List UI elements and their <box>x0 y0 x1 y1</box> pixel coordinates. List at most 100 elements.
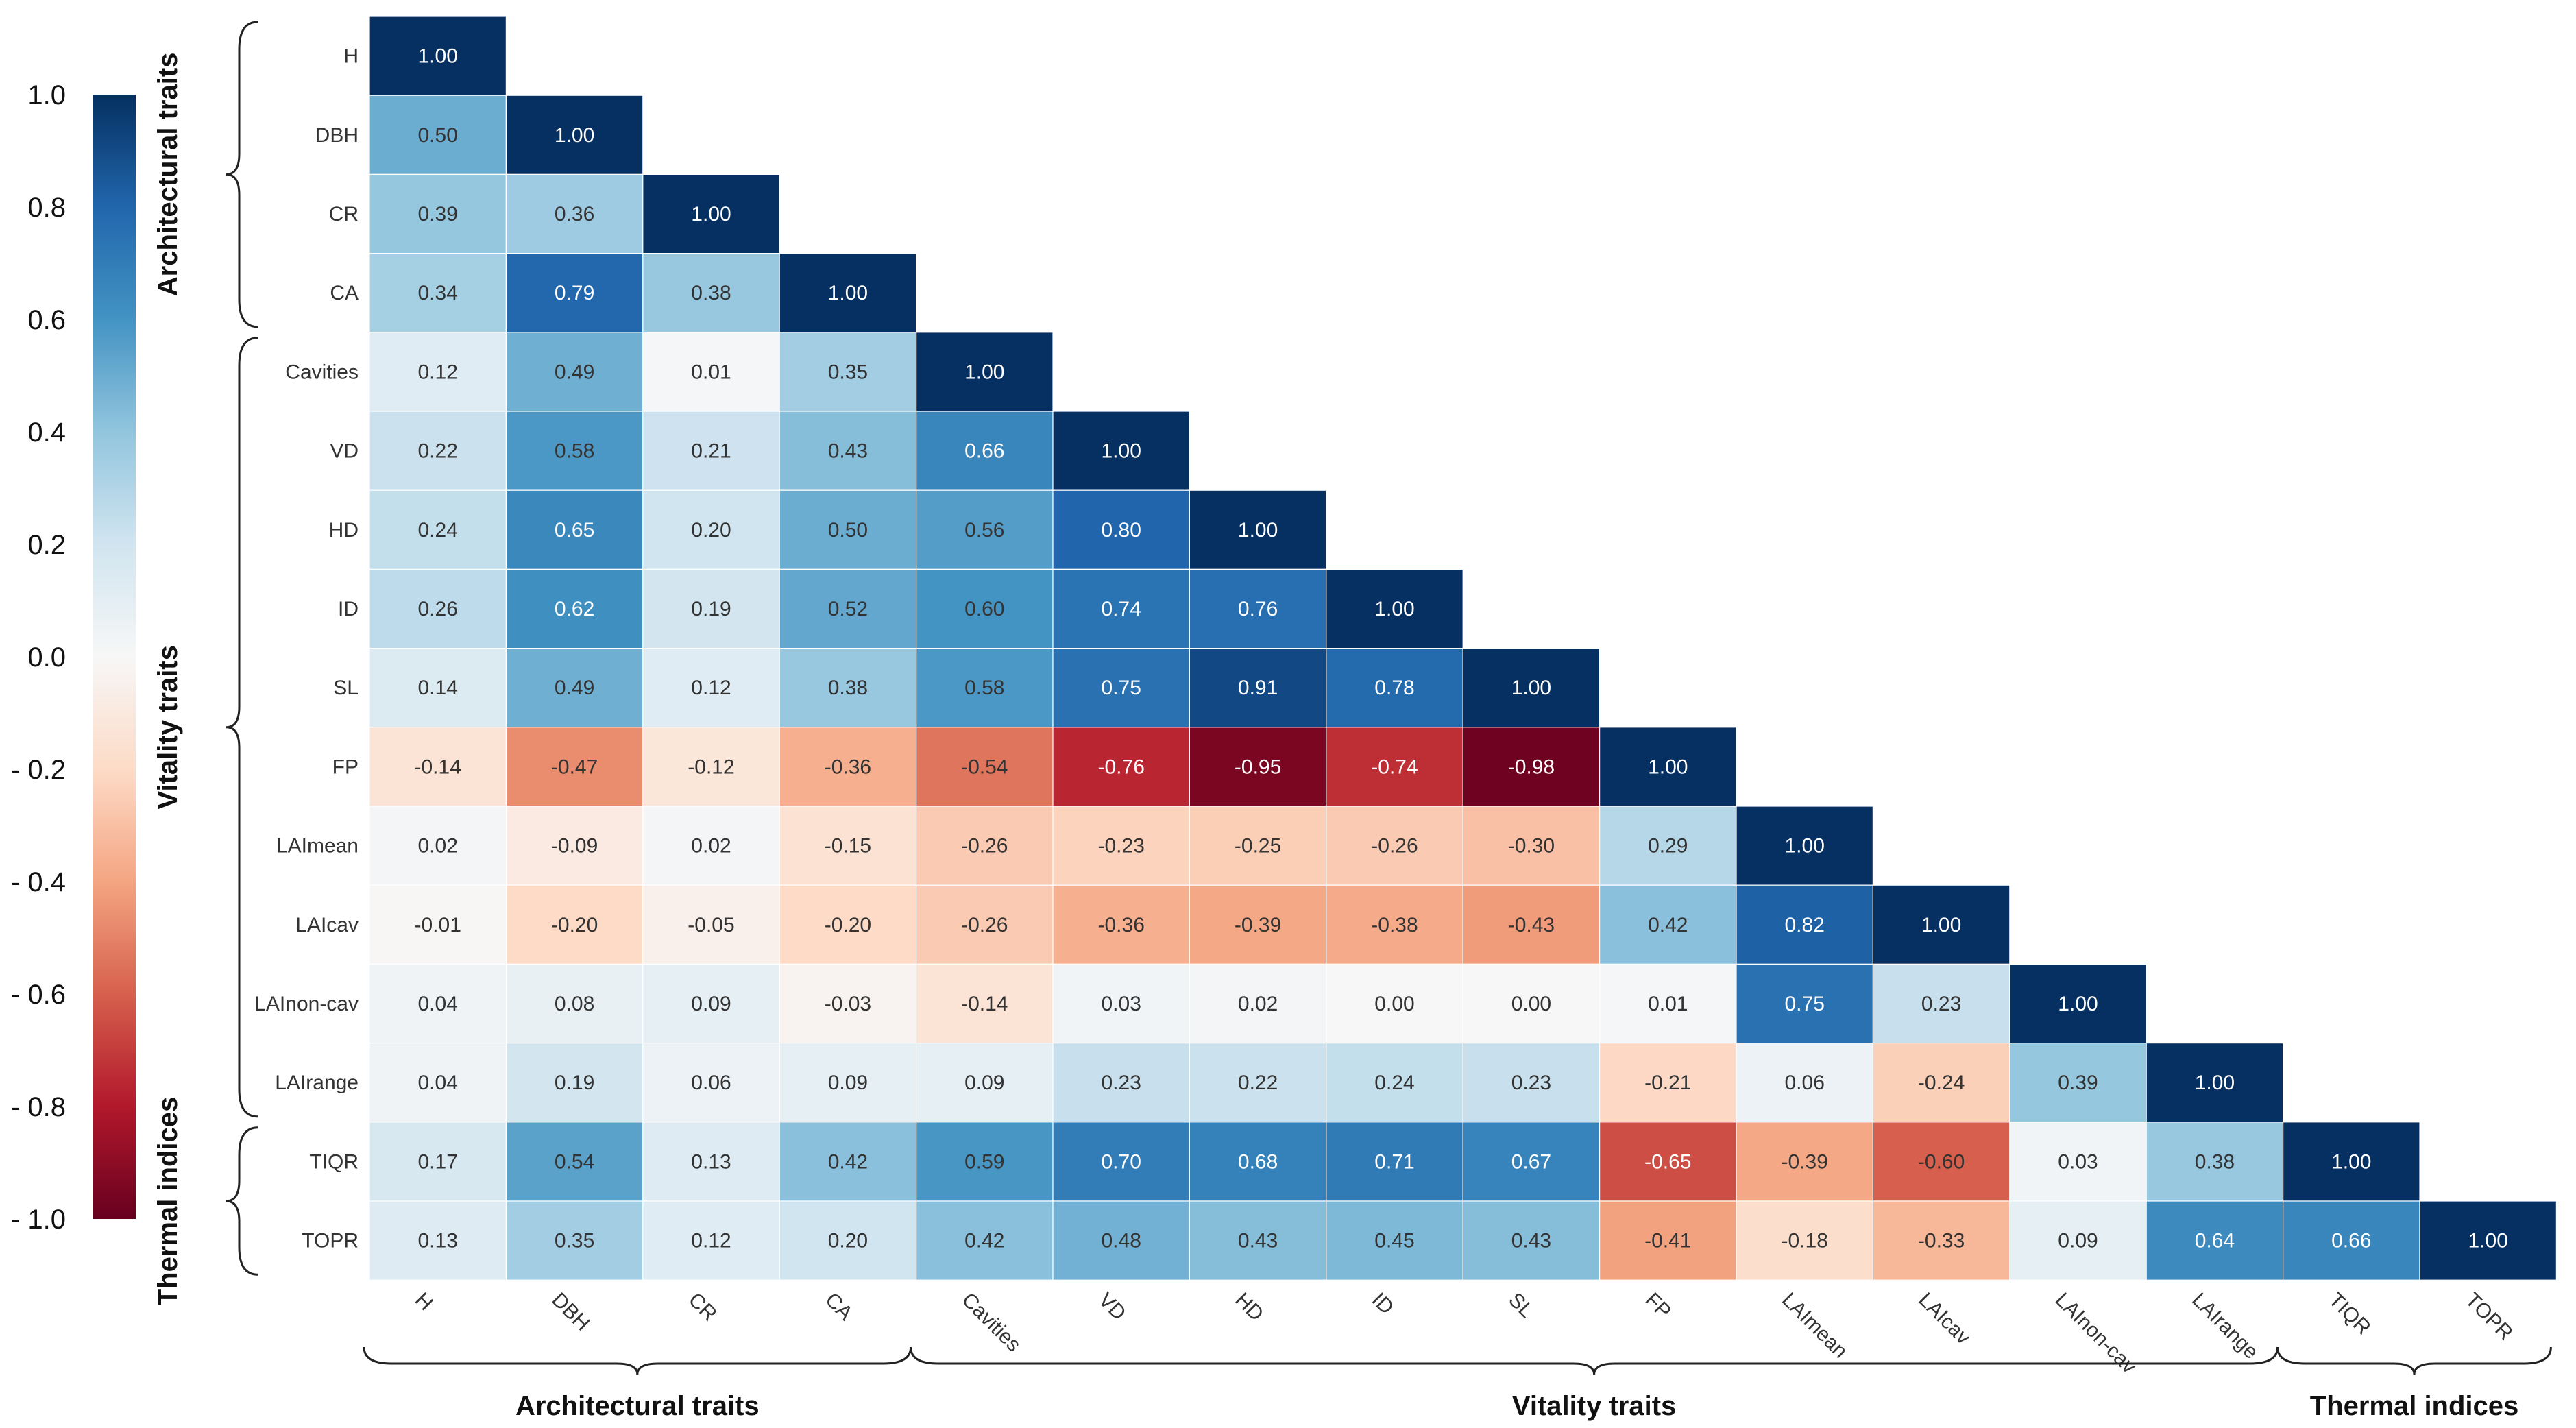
cell-value: -0.26 <box>961 914 1008 936</box>
cell-lainon-cav-ca <box>779 963 917 1044</box>
cell-value: 0.38 <box>828 677 868 699</box>
column-label-cr: CR <box>684 1289 721 1326</box>
cell-value: 1.00 <box>2468 1230 2508 1252</box>
cell-value: -0.26 <box>1371 835 1418 858</box>
cell-value: 0.38 <box>2195 1150 2235 1173</box>
cell-laicav-ca <box>779 884 917 965</box>
cell-hd-vd <box>1052 489 1190 570</box>
cell-value: 0.66 <box>2331 1230 2371 1252</box>
cell-sl-hd <box>1189 647 1327 728</box>
row-label-topr: TOPR <box>302 1230 359 1252</box>
cell-tiqr-lainon-cav <box>2009 1122 2147 1202</box>
cell-hd-dbh <box>505 489 644 570</box>
cell-value: 0.12 <box>691 1230 731 1252</box>
cell-cr-cr <box>642 173 780 254</box>
cell-value: -0.01 <box>415 914 461 936</box>
cell-value: 0.01 <box>691 361 731 383</box>
cell-lairange-h <box>369 1042 507 1123</box>
cell-cavities-ca <box>779 332 917 412</box>
cell-value: -0.36 <box>1098 914 1145 936</box>
cell-value: 0.66 <box>964 440 1004 463</box>
cell-value: -0.21 <box>1644 1072 1691 1094</box>
cell-value: 1.00 <box>2331 1150 2371 1173</box>
cell-fp-ca <box>779 727 917 807</box>
cell-lainon-cav-sl <box>1462 963 1601 1044</box>
cell-value: -0.20 <box>551 914 598 936</box>
cell-ca-ca <box>779 253 917 333</box>
cell-lainon-cav-lainon-cav <box>2009 963 2147 1044</box>
cell-lairange-lainon-cav <box>2009 1042 2147 1123</box>
cell-value: 0.12 <box>418 361 458 383</box>
cell-value: 0.52 <box>828 598 868 620</box>
cell-value: 0.23 <box>1511 1072 1551 1094</box>
row-group-brace-architectural-traits <box>226 21 258 328</box>
cell-value: 1.00 <box>555 124 594 147</box>
row-label-lairange: LAIrange <box>275 1072 359 1094</box>
cell-value: 0.43 <box>828 440 868 463</box>
column-label-topr: TOPR <box>2461 1289 2517 1345</box>
cell-value: -0.36 <box>825 755 871 778</box>
cell-value: 0.35 <box>555 1230 594 1252</box>
cell-value: 0.75 <box>1102 677 1141 699</box>
cell-lairange-cavities <box>915 1042 1054 1123</box>
row-group-label-vitality-traits: Vitality traits <box>153 645 183 809</box>
cell-dbh-dbh <box>505 95 644 175</box>
cell-value: 0.09 <box>964 1072 1004 1094</box>
cell-lairange-lairange <box>2146 1042 2284 1123</box>
cell-value: 0.23 <box>1102 1072 1141 1094</box>
cell-topr-laicav <box>1872 1200 2010 1281</box>
row-group-label-architectural-traits: Architectural traits <box>153 53 183 297</box>
cell-vd-cr <box>642 411 780 491</box>
cell-value: 0.75 <box>1785 993 1825 1015</box>
row-label-h: H <box>343 45 359 68</box>
cell-value: 0.50 <box>418 124 458 147</box>
cell-laicav-laicav <box>1872 884 2010 965</box>
cell-id-cr <box>642 568 780 649</box>
colorbar-ticks: 1.0 0.8 0.6 0.4 0.2 0.0 - 0.2 - 0.4 - 0.6 - 0.8 - … <box>11 80 66 1235</box>
row-label-laicav: LAIcav <box>295 914 359 936</box>
cell-sl-sl <box>1462 647 1601 728</box>
column-label-vd: VD <box>1094 1289 1130 1325</box>
cell-value: -0.47 <box>551 755 598 778</box>
cell-value: 0.26 <box>418 598 458 620</box>
column-label-cavities: Cavities <box>958 1289 1025 1357</box>
cell-value: 0.23 <box>1921 993 1961 1015</box>
cell-value: 0.68 <box>1238 1150 1278 1173</box>
row-label-cavities: Cavities <box>285 361 359 383</box>
cell-topr-fp <box>1599 1200 1737 1281</box>
cell-lairange-hd <box>1189 1042 1327 1123</box>
cell-topr-cr <box>642 1200 780 1281</box>
cell-tiqr-hd <box>1189 1122 1327 1202</box>
cell-topr-ca <box>779 1200 917 1281</box>
column-label-lainon-cav: LAInon-cav <box>2051 1289 2141 1379</box>
cell-value: 0.24 <box>1374 1072 1414 1094</box>
cell-value: 1.00 <box>418 45 458 68</box>
cell-value: 0.82 <box>1785 914 1825 936</box>
cell-tiqr-vd <box>1052 1122 1190 1202</box>
cell-sl-ca <box>779 647 917 728</box>
cell-value: 0.09 <box>828 1072 868 1094</box>
cell-sl-vd <box>1052 647 1190 728</box>
cell-hd-ca <box>779 489 917 570</box>
cell-value: 0.08 <box>555 993 594 1015</box>
cell-laicav-laimean <box>1736 884 1873 965</box>
cell-value: 1.00 <box>2058 993 2098 1015</box>
cell-value: 1.00 <box>1648 755 1688 778</box>
cell-laimean-ca <box>779 806 917 886</box>
cell-laicav-hd <box>1189 884 1327 965</box>
cell-fp-vd <box>1052 727 1190 807</box>
cell-tiqr-cavities <box>915 1122 1054 1202</box>
cell-value: 0.74 <box>1102 598 1141 620</box>
cell-lairange-laicav <box>1872 1042 2010 1123</box>
cell-value: -0.39 <box>1235 914 1281 936</box>
cell-value: 1.00 <box>1785 835 1825 858</box>
cell-value: -0.95 <box>1235 755 1281 778</box>
cell-laicav-cr <box>642 884 780 965</box>
cell-tiqr-id <box>1326 1122 1463 1202</box>
row-label-sl: SL <box>333 677 359 699</box>
cell-tiqr-dbh <box>505 1122 644 1202</box>
column-label-laicav: LAIcav <box>1914 1289 1974 1349</box>
cell-cavities-cavities <box>915 332 1054 412</box>
cell-cavities-dbh <box>505 332 644 412</box>
cell-value: -0.05 <box>688 914 734 936</box>
